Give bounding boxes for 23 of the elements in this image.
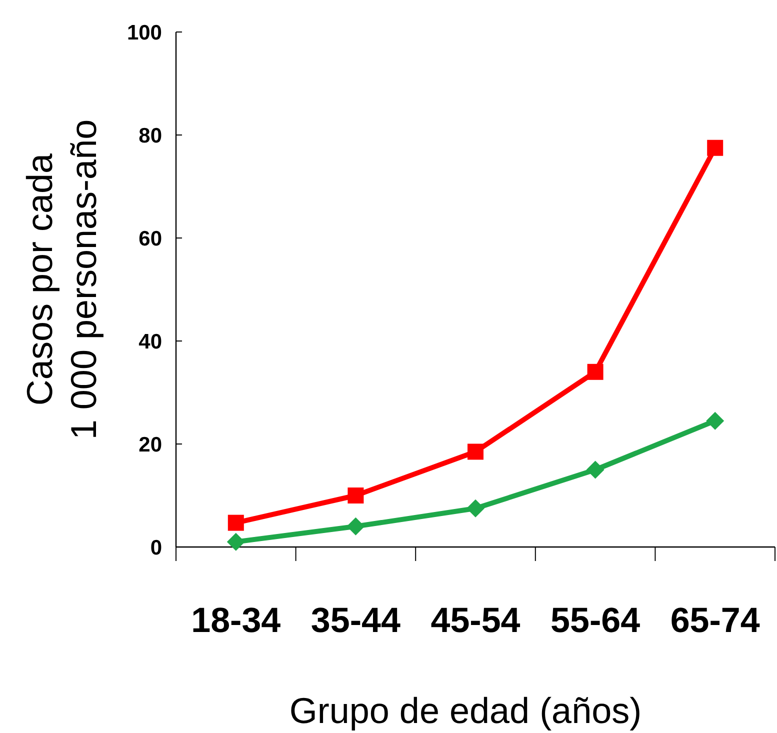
y-tick-label: 80	[138, 124, 162, 148]
y-tick-label: 60	[138, 227, 162, 250]
point	[346, 517, 365, 536]
y-tick-label: 20	[138, 433, 162, 456]
x-tick-label: 65-74	[670, 601, 760, 640]
point	[468, 444, 484, 460]
y-axis-title: Casos por cada 1 000 personas-año	[19, 119, 104, 440]
y-tick-label: 40	[138, 330, 162, 354]
point	[466, 499, 484, 518]
y-tick-label: 100	[126, 21, 162, 44]
x-tick-label: 18-34	[191, 601, 282, 640]
x-axis-title: Grupo de edad (años)	[289, 690, 642, 731]
point	[226, 532, 245, 551]
x-tick-label: 45-54	[430, 601, 521, 640]
point	[586, 460, 604, 479]
x-tick-label: 55-64	[550, 601, 641, 640]
point	[707, 140, 724, 156]
point	[587, 364, 604, 380]
x-tick-label: 35-44	[310, 601, 401, 640]
point	[706, 412, 724, 430]
point	[348, 488, 364, 504]
point	[228, 514, 244, 531]
y-tick-label: 0	[150, 536, 162, 560]
